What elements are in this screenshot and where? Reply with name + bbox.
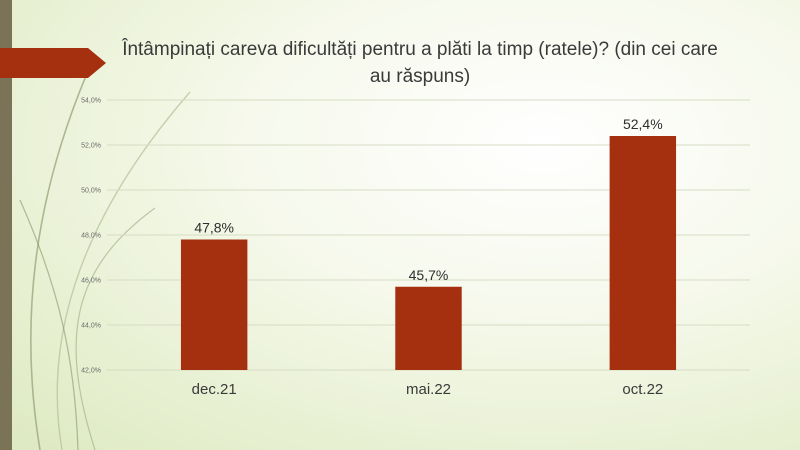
data-label: 47,8% (194, 220, 234, 236)
category-label: dec.21 (192, 381, 237, 398)
y-tick-label: 48,0% (81, 233, 101, 240)
bar-dec.21 (180, 239, 248, 370)
y-tick-label: 52,0% (81, 143, 101, 150)
y-tick-label: 54,0% (81, 98, 101, 105)
y-tick-label: 44,0% (81, 323, 101, 330)
chart-title: Întâmpinați careva dificultăți pentru a … (122, 39, 718, 87)
y-axis-ticks: 42,0% 44,0% 46,0% 48,0% 50,0% 52,0% 54,0% (81, 98, 101, 375)
left-accent-band (0, 0, 12, 450)
x-axis-categories: dec.21 mai.22 oct.22 (192, 381, 664, 398)
category-label: mai.22 (406, 381, 451, 398)
arrow-banner-shape (0, 48, 106, 78)
y-tick-label: 42,0% (81, 368, 101, 375)
data-label: 52,4% (623, 116, 663, 132)
bars (180, 136, 677, 370)
bar-oct.22 (609, 136, 677, 370)
y-tick-label: 50,0% (81, 188, 101, 195)
bar-mai.22 (395, 286, 462, 370)
category-label: oct.22 (622, 381, 663, 398)
data-labels: 47,8% 45,7% 52,4% (194, 116, 662, 283)
y-tick-label: 46,0% (81, 278, 101, 285)
data-label: 45,7% (409, 267, 449, 283)
